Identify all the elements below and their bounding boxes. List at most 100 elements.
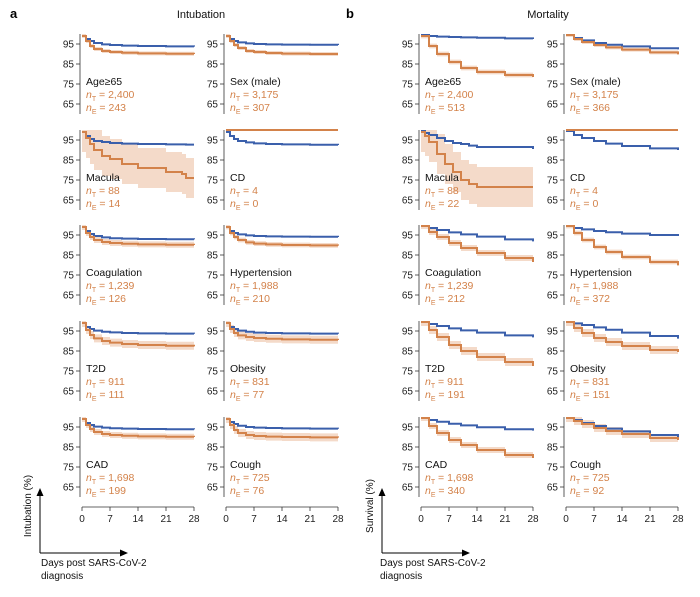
y-tick-label: 65 [547, 196, 559, 207]
n-events-label: nE = 191 [425, 389, 465, 403]
x-tick-label: 7 [446, 514, 452, 525]
x-tick-label: 28 [672, 514, 684, 525]
x-tick-label: 28 [332, 514, 344, 525]
y-tick-label: 85 [402, 156, 414, 167]
y-tick-label: 75 [547, 271, 559, 282]
y-tick-label: 75 [207, 176, 219, 187]
x-tick-label: 14 [132, 514, 144, 525]
y-tick-label: 75 [63, 271, 75, 282]
n-total-label: nT = 725 [230, 472, 270, 486]
y-tick-label: 95 [547, 231, 559, 242]
y-tick-label: 75 [547, 367, 559, 378]
condition-label: Macula [86, 172, 120, 184]
y-tick-label: 95 [207, 231, 219, 242]
n-total-label: nT = 88 [425, 185, 459, 199]
n-events-label: nE = 307 [230, 102, 270, 116]
km-curve-event [226, 418, 339, 439]
y-tick-label: 95 [402, 423, 414, 434]
n-events-label: nE = 92 [570, 485, 604, 499]
y-tick-label: 95 [207, 40, 219, 51]
condition-label: Sex (male) [230, 76, 281, 88]
y-tick-label: 95 [207, 136, 219, 147]
km-curve-event [226, 322, 339, 341]
n-total-label: nT = 831 [230, 376, 270, 390]
km-curve-event [421, 417, 534, 458]
panel-b-letter: b [346, 6, 354, 21]
y-tick-label: 65 [63, 387, 75, 398]
n-events-label: nE = 366 [570, 102, 610, 116]
km-curve-event [566, 225, 679, 266]
y-tick-label: 85 [547, 347, 559, 358]
y-tick-label: 85 [207, 156, 219, 167]
n-total-label: nT = 3,175 [570, 89, 619, 103]
x-tick-label: 7 [591, 514, 597, 525]
y-tick-label: 95 [402, 327, 414, 338]
y-tick-label: 65 [402, 196, 414, 207]
y-tick-label: 65 [207, 291, 219, 302]
km-curve-treated [226, 322, 339, 335]
km-curve-event [421, 225, 534, 262]
y-tick-label: 75 [63, 80, 75, 91]
y-tick-label: 95 [207, 423, 219, 434]
y-tick-label: 85 [402, 347, 414, 358]
y-tick-label: 85 [207, 443, 219, 454]
condition-label: Age≥65 [425, 76, 461, 88]
y-tick-label: 85 [547, 156, 559, 167]
km-curve-treated [82, 418, 195, 431]
condition-label: Age≥65 [86, 76, 122, 88]
condition-label: Macula [425, 172, 459, 184]
x-tick-label: 7 [107, 514, 113, 525]
y-tick-label: 75 [207, 80, 219, 91]
y-tick-label: 65 [63, 291, 75, 302]
x-tick-label: 0 [223, 514, 229, 525]
figure-header: a Intubation b Mortality [10, 6, 569, 21]
n-events-label: nE = 212 [425, 293, 465, 307]
n-events-label: nE = 0 [230, 198, 258, 212]
km-curve-event [566, 321, 679, 352]
n-events-label: nE = 0 [570, 198, 598, 212]
km-curve-treated [82, 35, 195, 48]
y-tick-label: 85 [63, 60, 75, 71]
y-tick-label: 65 [547, 387, 559, 398]
n-events-label: nE = 340 [425, 485, 465, 499]
y-tick-label: 85 [63, 251, 75, 262]
condition-label: Coagulation [86, 267, 142, 279]
n-total-label: nT = 4 [570, 185, 598, 199]
y-tick-label: 75 [402, 271, 414, 282]
n-total-label: nT = 831 [570, 376, 610, 390]
y-tick-label: 75 [207, 463, 219, 474]
n-events-label: nE = 76 [230, 485, 264, 499]
axis-arrow-a [36, 488, 128, 557]
x-axis-arrowhead [462, 549, 470, 557]
x-tick-label: 28 [527, 514, 539, 525]
y-tick-label: 65 [402, 387, 414, 398]
y-tick-label: 65 [547, 483, 559, 494]
n-total-label: nT = 1,988 [570, 280, 619, 294]
y-tick-label: 65 [402, 291, 414, 302]
y-tick-label: 65 [207, 100, 219, 111]
y-tick-label: 95 [63, 327, 75, 338]
n-events-label: nE = 372 [570, 293, 610, 307]
y-tick-label: 65 [547, 291, 559, 302]
y-tick-label: 95 [547, 40, 559, 51]
y-tick-label: 95 [402, 136, 414, 147]
km-curve-treated [82, 226, 195, 241]
x-tick-label: 28 [188, 514, 200, 525]
n-events-label: nE = 210 [230, 293, 270, 307]
condition-label: CD [570, 172, 586, 184]
condition-label: CAD [425, 459, 448, 471]
km-curve-treated [421, 225, 534, 242]
n-total-label: nT = 88 [86, 185, 120, 199]
y-tick-label: 75 [402, 80, 414, 91]
y-tick-label: 95 [547, 327, 559, 338]
km-curve-event [82, 418, 195, 438]
